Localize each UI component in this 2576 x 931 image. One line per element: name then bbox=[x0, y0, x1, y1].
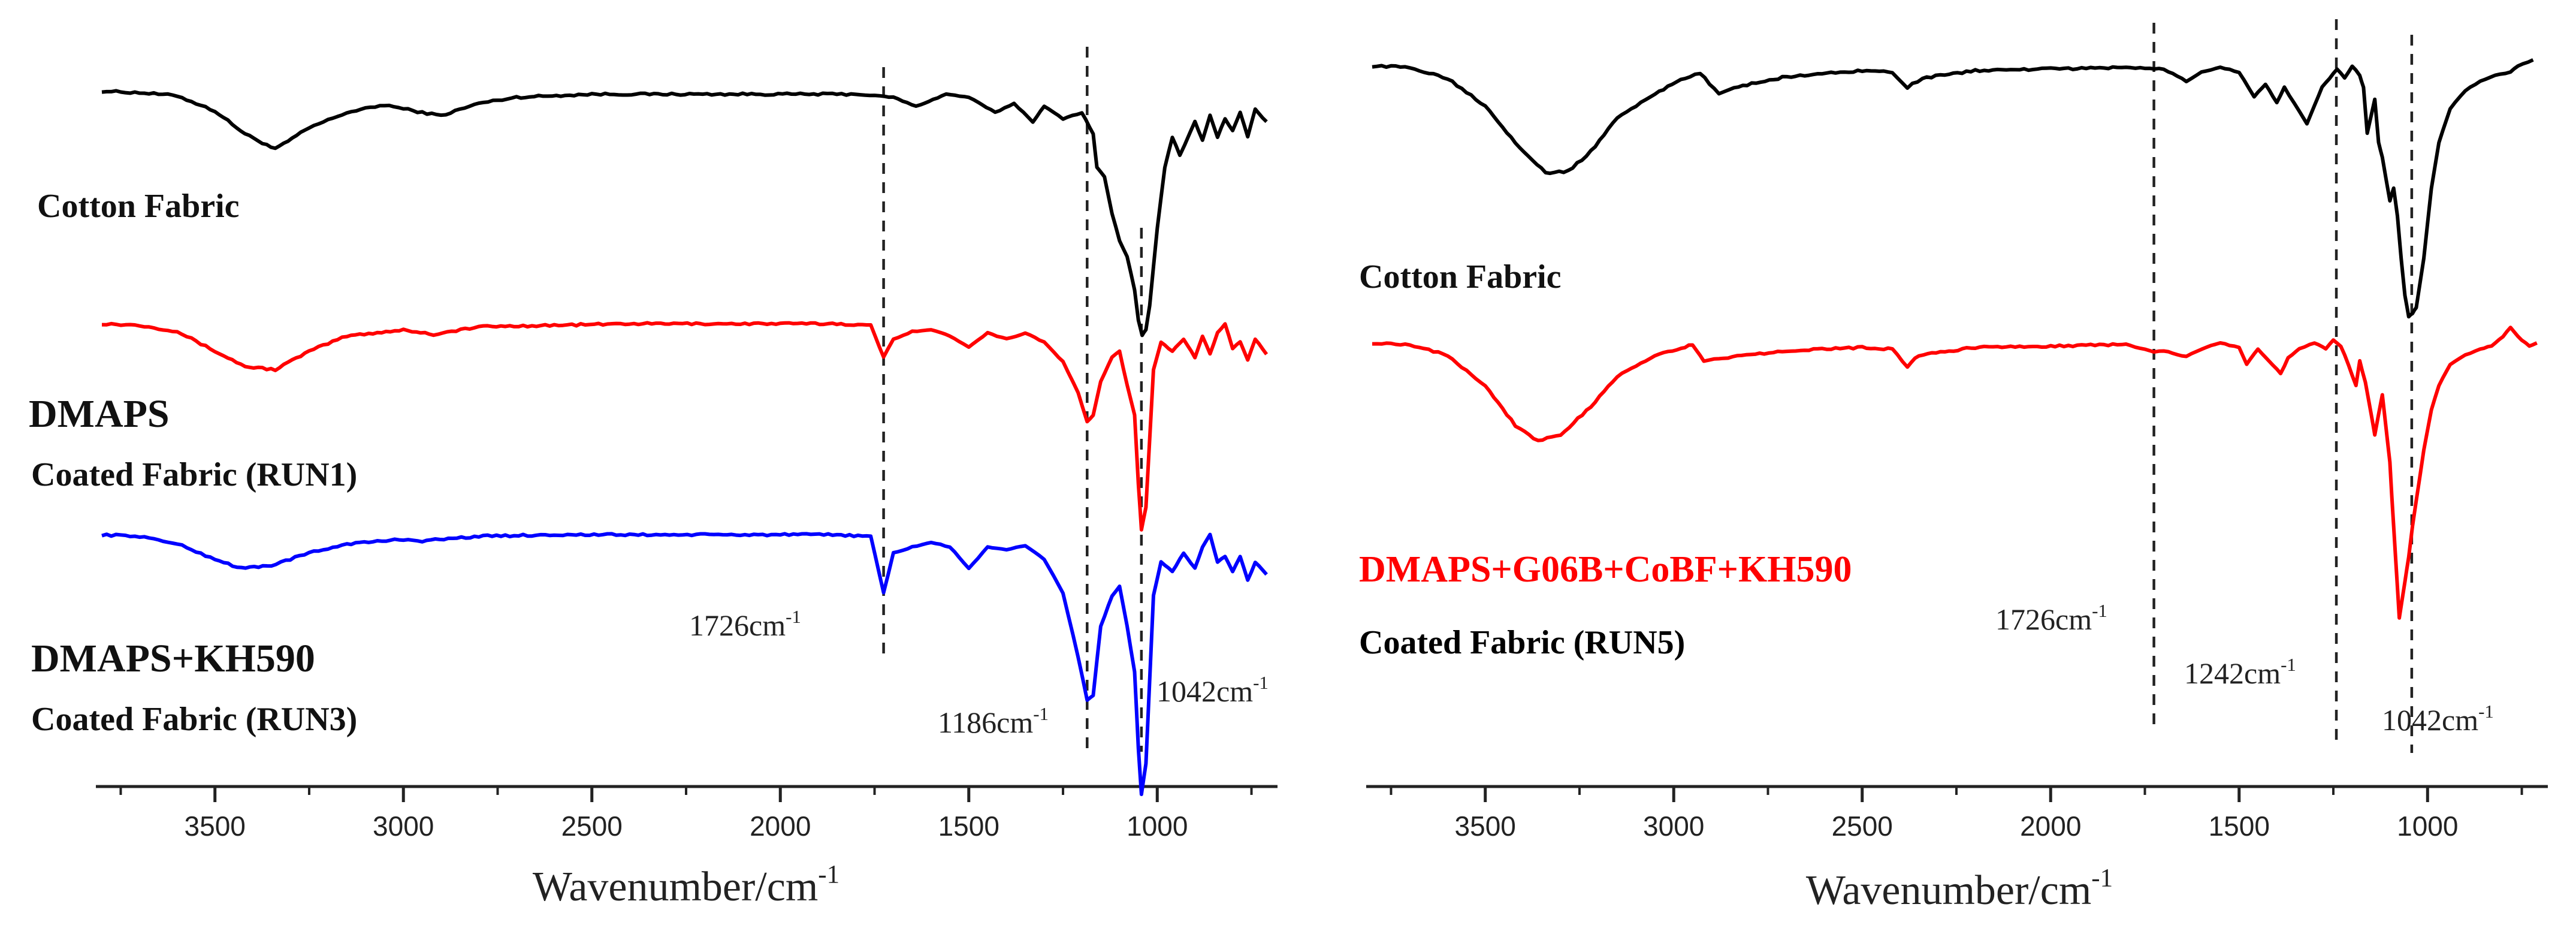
series-label: DMAPS+KH590 bbox=[31, 637, 315, 680]
series-line-dmaps-g06b-cobf-kh590-coated-fabric-run5- bbox=[1372, 326, 2538, 620]
x-tick-label: 3000 bbox=[1643, 811, 1704, 842]
x-axis-label: Wavenumber/cm-1 bbox=[533, 861, 839, 910]
series-line-cotton-fabric bbox=[1372, 58, 2534, 319]
x-tick-label: 1500 bbox=[2209, 811, 2270, 842]
x-axis-label-sup: -1 bbox=[818, 861, 839, 889]
reference-label-1726: 1726cm-1 bbox=[1995, 600, 2107, 636]
reference-label-1726-sup: -1 bbox=[786, 606, 801, 627]
reference-label-1726-text: 1726cm bbox=[1995, 602, 2092, 636]
reference-label-1042-text: 1042cm bbox=[2382, 703, 2478, 737]
reference-label-1242-text: 1242cm bbox=[2184, 656, 2281, 690]
x-tick-label: 2500 bbox=[561, 811, 623, 842]
x-tick-label: 3500 bbox=[185, 811, 246, 842]
x-tick-label: 2000 bbox=[2020, 811, 2081, 842]
x-axis-label-text: Wavenumber/cm bbox=[533, 864, 818, 910]
x-tick-label: 3500 bbox=[1455, 811, 1516, 842]
reference-label-1186: 1186cm-1 bbox=[938, 703, 1049, 739]
right-panel: 3500 3000 2500 2000 1500 1000Wavenumber/cm-11… bbox=[1359, 19, 2548, 914]
series-label: Cotton Fabric bbox=[1359, 258, 1562, 296]
series-label: Coated Fabric (RUN5) bbox=[1359, 624, 1685, 661]
reference-label-1242-sup: -1 bbox=[2281, 654, 2296, 675]
reference-label-1042: 1042cm-1 bbox=[2382, 701, 2494, 737]
series-line-dmaps-kh590-coated-fabric-run3- bbox=[101, 532, 1268, 796]
reference-label-1186-text: 1186cm bbox=[938, 706, 1033, 739]
series-label: Coated Fabric (RUN1) bbox=[31, 456, 357, 493]
x-tick-label: 2000 bbox=[750, 811, 811, 842]
reference-label-1042-text: 1042cm bbox=[1156, 674, 1253, 708]
reference-label-1726: 1726cm-1 bbox=[689, 606, 801, 642]
reference-label-1726-text: 1726cm bbox=[689, 608, 786, 642]
x-axis-label-sup: -1 bbox=[2091, 864, 2113, 893]
x-tick-label: 2500 bbox=[1832, 811, 1893, 842]
reference-label-1242: 1242cm-1 bbox=[2184, 654, 2296, 690]
reference-label-1726-sup: -1 bbox=[2092, 600, 2107, 621]
x-tick-label: 1000 bbox=[2397, 811, 2458, 842]
reference-label-1042: 1042cm-1 bbox=[1156, 672, 1269, 708]
reference-label-1042-sup: -1 bbox=[2478, 701, 2494, 722]
x-tick-label: 1000 bbox=[1127, 811, 1188, 842]
reference-label-1042-sup: -1 bbox=[1253, 672, 1269, 693]
x-axis-label-text: Wavenumber/cm bbox=[1806, 867, 2091, 914]
left-panel: 3500 3000 2500 2000 1500 1000Wavenumber/cm-11… bbox=[29, 47, 1278, 910]
series-label: DMAPS bbox=[29, 392, 170, 436]
reference-label-1186-sup: -1 bbox=[1033, 703, 1049, 724]
series-label: Coated Fabric (RUN3) bbox=[31, 701, 357, 738]
series-line-cotton-fabric bbox=[101, 89, 1268, 338]
x-axis-label: Wavenumber/cm-1 bbox=[1806, 864, 2113, 914]
series-label: Cotton Fabric bbox=[37, 188, 240, 225]
series-label: DMAPS+G06B+CoBF+KH590 bbox=[1359, 549, 1852, 590]
series-line-dmaps-coated-fabric-run1- bbox=[101, 321, 1269, 532]
x-tick-label: 3000 bbox=[373, 811, 434, 842]
x-tick-label: 1500 bbox=[938, 811, 999, 842]
